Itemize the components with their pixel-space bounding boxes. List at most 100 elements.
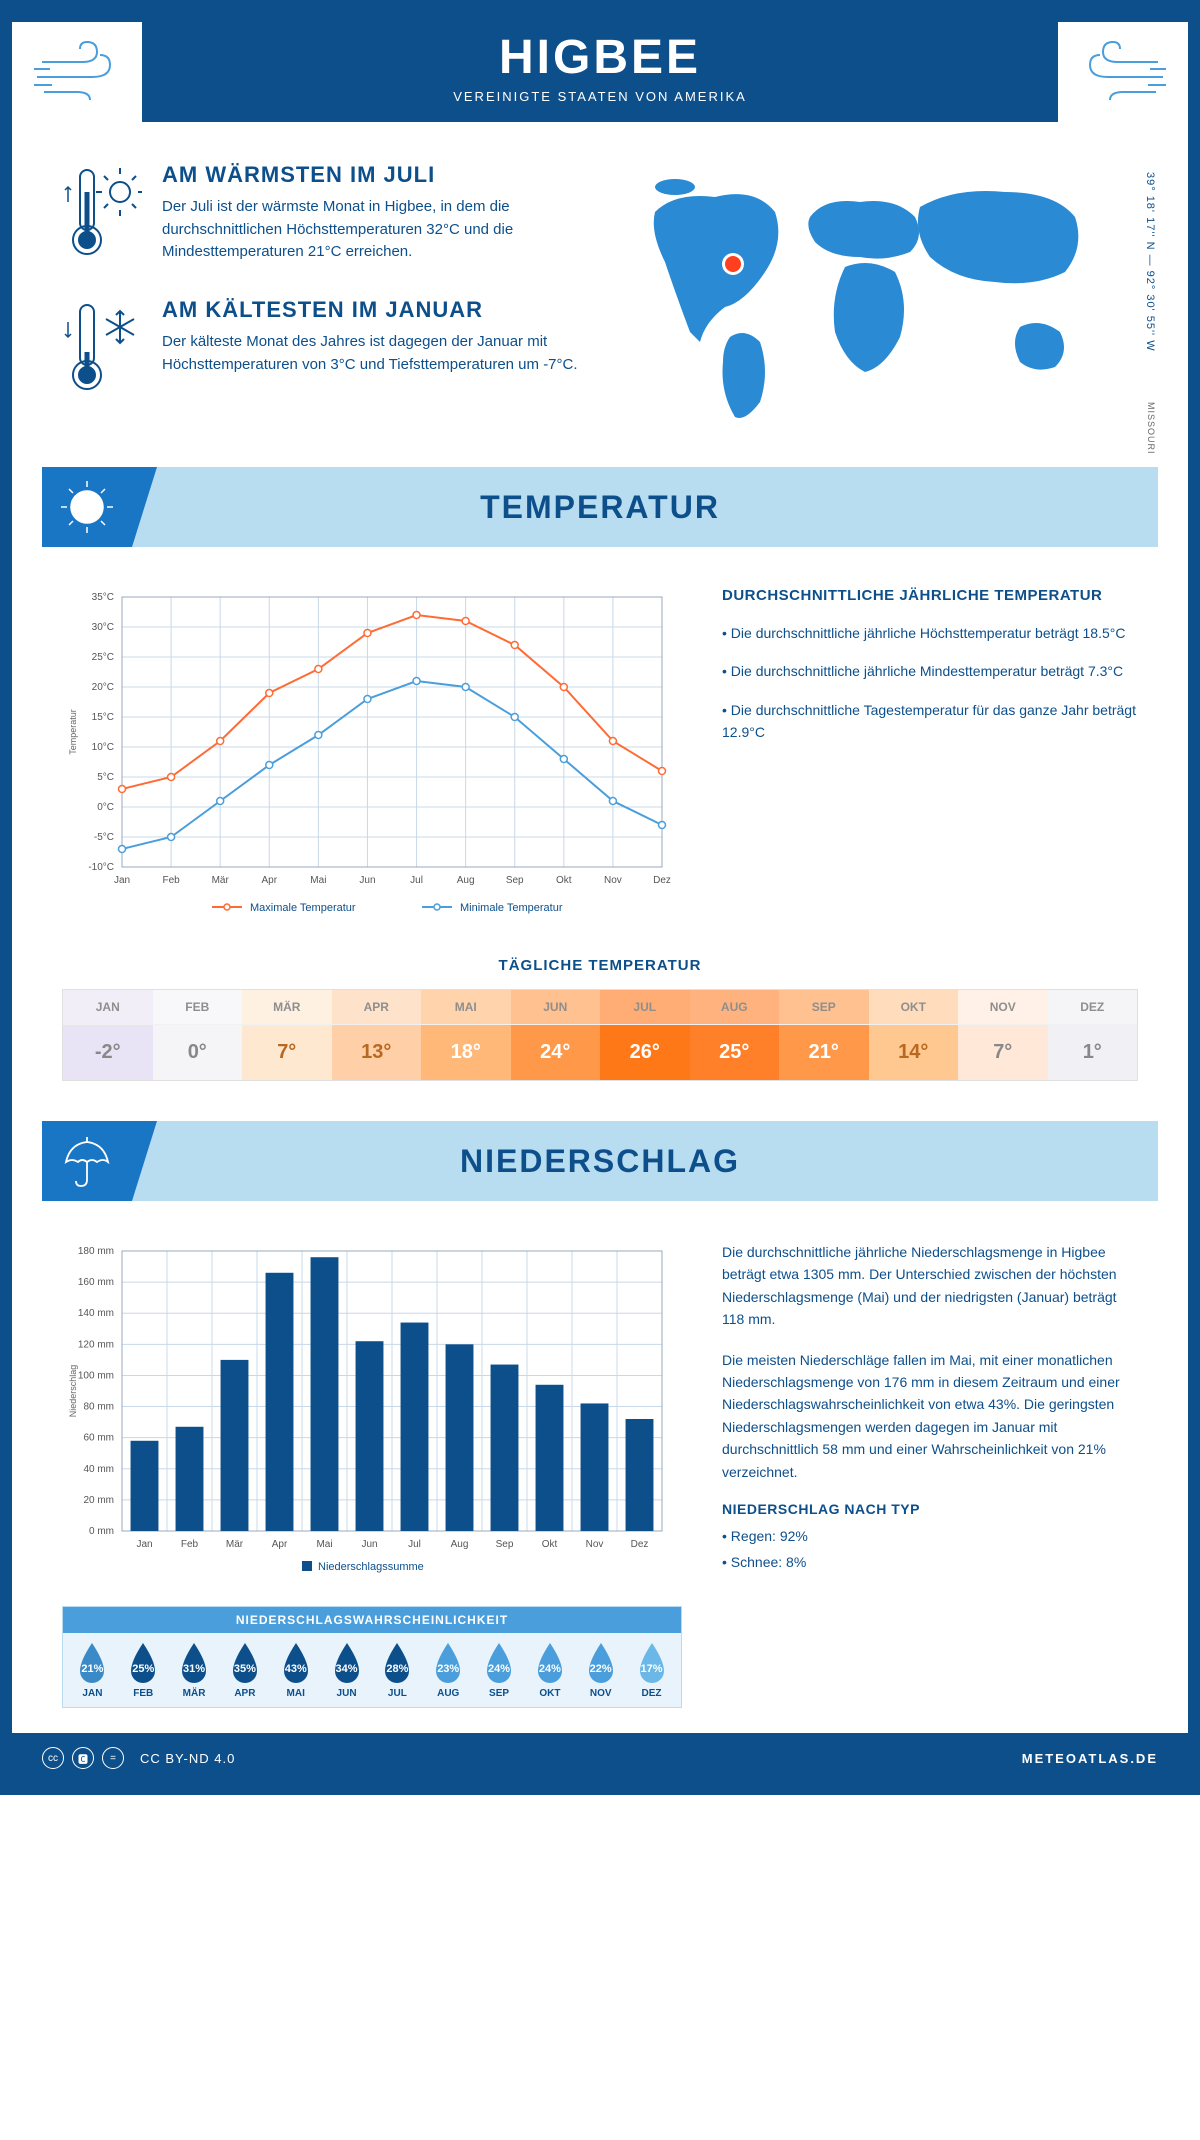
prob-cell: 25%FEB: [118, 1641, 169, 1699]
prob-cell: 22%NOV: [575, 1641, 626, 1699]
svg-text:Mai: Mai: [316, 1539, 332, 1550]
prob-cell: 21%JAN: [67, 1641, 118, 1699]
svg-text:25°C: 25°C: [92, 652, 114, 663]
daily-temp-heading: TÄGLICHE TEMPERATUR: [12, 957, 1188, 974]
svg-text:80 mm: 80 mm: [83, 1402, 114, 1413]
daily-cell: NOV 7°: [958, 990, 1048, 1080]
svg-text:Dez: Dez: [631, 1539, 649, 1550]
svg-text:Jul: Jul: [408, 1539, 421, 1550]
coldest-heading: AM KÄLTESTEN IM JANUAR: [162, 297, 585, 323]
prob-cell: 28%JUL: [372, 1641, 423, 1699]
warmest-heading: AM WÄRMSTEN IM JULI: [162, 162, 585, 188]
warmest-text: Der Juli ist der wärmste Monat in Higbee…: [162, 196, 585, 264]
sun-icon: [42, 467, 132, 547]
svg-text:Jul: Jul: [410, 875, 423, 886]
daily-cell: MAI 18°: [421, 990, 511, 1080]
umbrella-icon: [42, 1121, 132, 1201]
svg-text:Sep: Sep: [506, 875, 524, 886]
precip-section-bar: NIEDERSCHLAG: [42, 1121, 1158, 1201]
svg-text:140 mm: 140 mm: [78, 1308, 114, 1319]
prob-cell: 31%MÄR: [169, 1641, 220, 1699]
svg-text:180 mm: 180 mm: [78, 1246, 114, 1257]
svg-text:60 mm: 60 mm: [83, 1433, 114, 1444]
wind-icon-right: [1058, 22, 1188, 122]
precip-section-title: NIEDERSCHLAG: [460, 1143, 740, 1180]
daily-cell: DEZ 1°: [1048, 990, 1138, 1080]
daily-temp-table: JAN -2°FEB 0°MÄR 7°APR 13°MAI 18°JUN 24°…: [62, 989, 1138, 1081]
temp-bullet-1: • Die durchschnittliche jährliche Höchst…: [722, 622, 1138, 644]
svg-text:Feb: Feb: [181, 1539, 199, 1550]
temp-info-column: DURCHSCHNITTLICHE JÄHRLICHE TEMPERATUR •…: [722, 587, 1138, 932]
svg-text:Apr: Apr: [272, 1539, 288, 1550]
intro-section: AM WÄRMSTEN IM JULI Der Juli ist der wär…: [12, 122, 1188, 467]
daily-cell: MÄR 7°: [242, 990, 332, 1080]
world-map-icon: [615, 162, 1095, 432]
prob-cell: 43%MAI: [270, 1641, 321, 1699]
temp-bullet-3: • Die durchschnittliche Tagestemperatur …: [722, 699, 1138, 744]
svg-text:Aug: Aug: [451, 1539, 469, 1550]
precip-chart-area: 0 mm20 mm40 mm60 mm80 mm100 mm120 mm140 …: [12, 1201, 1188, 1733]
daily-cell: OKT 14°: [869, 990, 959, 1080]
daily-cell: JUN 24°: [511, 990, 601, 1080]
temp-info-heading: DURCHSCHNITTLICHE JÄHRLICHE TEMPERATUR: [722, 587, 1138, 604]
svg-text:Jun: Jun: [359, 875, 375, 886]
svg-text:Sep: Sep: [496, 1539, 514, 1550]
prob-cell: 17%DEZ: [626, 1641, 677, 1699]
temp-section-bar: TEMPERATUR: [42, 467, 1158, 547]
svg-text:Jun: Jun: [361, 1539, 377, 1550]
svg-text:10°C: 10°C: [92, 742, 114, 753]
thermometer-hot-icon: [62, 162, 142, 267]
intro-text-column: AM WÄRMSTEN IM JULI Der Juli ist der wär…: [62, 162, 585, 437]
precip-type-heading: NIEDERSCHLAG NACH TYP: [722, 1501, 1138, 1517]
precip-bar-chart: 0 mm20 mm40 mm60 mm80 mm100 mm120 mm140 …: [62, 1241, 682, 1708]
svg-text:40 mm: 40 mm: [83, 1464, 114, 1475]
precip-type-snow: • Schnee: 8%: [722, 1551, 1138, 1573]
svg-text:Mär: Mär: [212, 875, 230, 886]
page-title: HIGBEE: [12, 30, 1188, 85]
daily-cell: FEB 0°: [153, 990, 243, 1080]
world-map-block: 39° 18' 17'' N — 92° 30' 55'' W MISSOURI: [615, 162, 1138, 437]
wind-icon-left: [12, 22, 142, 122]
svg-text:Niederschlag: Niederschlag: [68, 1365, 78, 1418]
footer: cc 🅲 = CC BY-ND 4.0 METEOATLAS.DE: [12, 1733, 1188, 1783]
precip-prob-heading: NIEDERSCHLAGSWAHRSCHEINLICHKEIT: [63, 1607, 681, 1633]
svg-text:Dez: Dez: [653, 875, 671, 886]
svg-text:Mai: Mai: [310, 875, 326, 886]
page-subtitle: VEREINIGTE STAATEN VON AMERIKA: [12, 89, 1188, 104]
license-text: CC BY-ND 4.0: [140, 1751, 235, 1766]
svg-text:Niederschlagssumme: Niederschlagssumme: [318, 1561, 424, 1573]
temp-section-title: TEMPERATUR: [480, 489, 720, 526]
daily-cell: AUG 25°: [690, 990, 780, 1080]
temp-chart-area: -10°C-5°C0°C5°C10°C15°C20°C25°C30°C35°CJ…: [12, 547, 1188, 957]
prob-cell: 34%JUN: [321, 1641, 372, 1699]
by-icon: 🅲: [72, 1747, 94, 1769]
svg-text:100 mm: 100 mm: [78, 1370, 114, 1381]
temp-line-chart: -10°C-5°C0°C5°C10°C15°C20°C25°C30°C35°CJ…: [62, 587, 682, 932]
coordinates-label: 39° 18' 17'' N — 92° 30' 55'' W: [1144, 172, 1156, 352]
svg-text:0 mm: 0 mm: [89, 1526, 114, 1537]
coldest-block: AM KÄLTESTEN IM JANUAR Der kälteste Mona…: [62, 297, 585, 402]
daily-cell: APR 13°: [332, 990, 422, 1080]
svg-text:Apr: Apr: [261, 875, 277, 886]
svg-text:30°C: 30°C: [92, 622, 114, 633]
warmest-block: AM WÄRMSTEN IM JULI Der Juli ist der wär…: [62, 162, 585, 267]
svg-text:Feb: Feb: [162, 875, 180, 886]
cc-icon: cc: [42, 1747, 64, 1769]
thermometer-cold-icon: [62, 297, 142, 402]
precip-text-2: Die meisten Niederschläge fallen im Mai,…: [722, 1349, 1138, 1483]
daily-cell: JAN -2°: [63, 990, 153, 1080]
svg-text:Okt: Okt: [556, 875, 572, 886]
nd-icon: =: [102, 1747, 124, 1769]
svg-text:20°C: 20°C: [92, 682, 114, 693]
svg-text:-5°C: -5°C: [94, 832, 114, 843]
svg-text:Temperatur: Temperatur: [68, 709, 78, 755]
prob-cell: 35%APR: [219, 1641, 270, 1699]
prob-cell: 24%SEP: [474, 1641, 525, 1699]
header: HIGBEE VEREINIGTE STAATEN VON AMERIKA: [12, 12, 1188, 122]
temp-bullet-2: • Die durchschnittliche jährliche Mindes…: [722, 660, 1138, 682]
license-block: cc 🅲 = CC BY-ND 4.0: [42, 1747, 235, 1769]
svg-text:Nov: Nov: [604, 875, 622, 886]
svg-text:Jan: Jan: [136, 1539, 152, 1550]
svg-text:Mär: Mär: [226, 1539, 244, 1550]
svg-text:20 mm: 20 mm: [83, 1495, 114, 1506]
